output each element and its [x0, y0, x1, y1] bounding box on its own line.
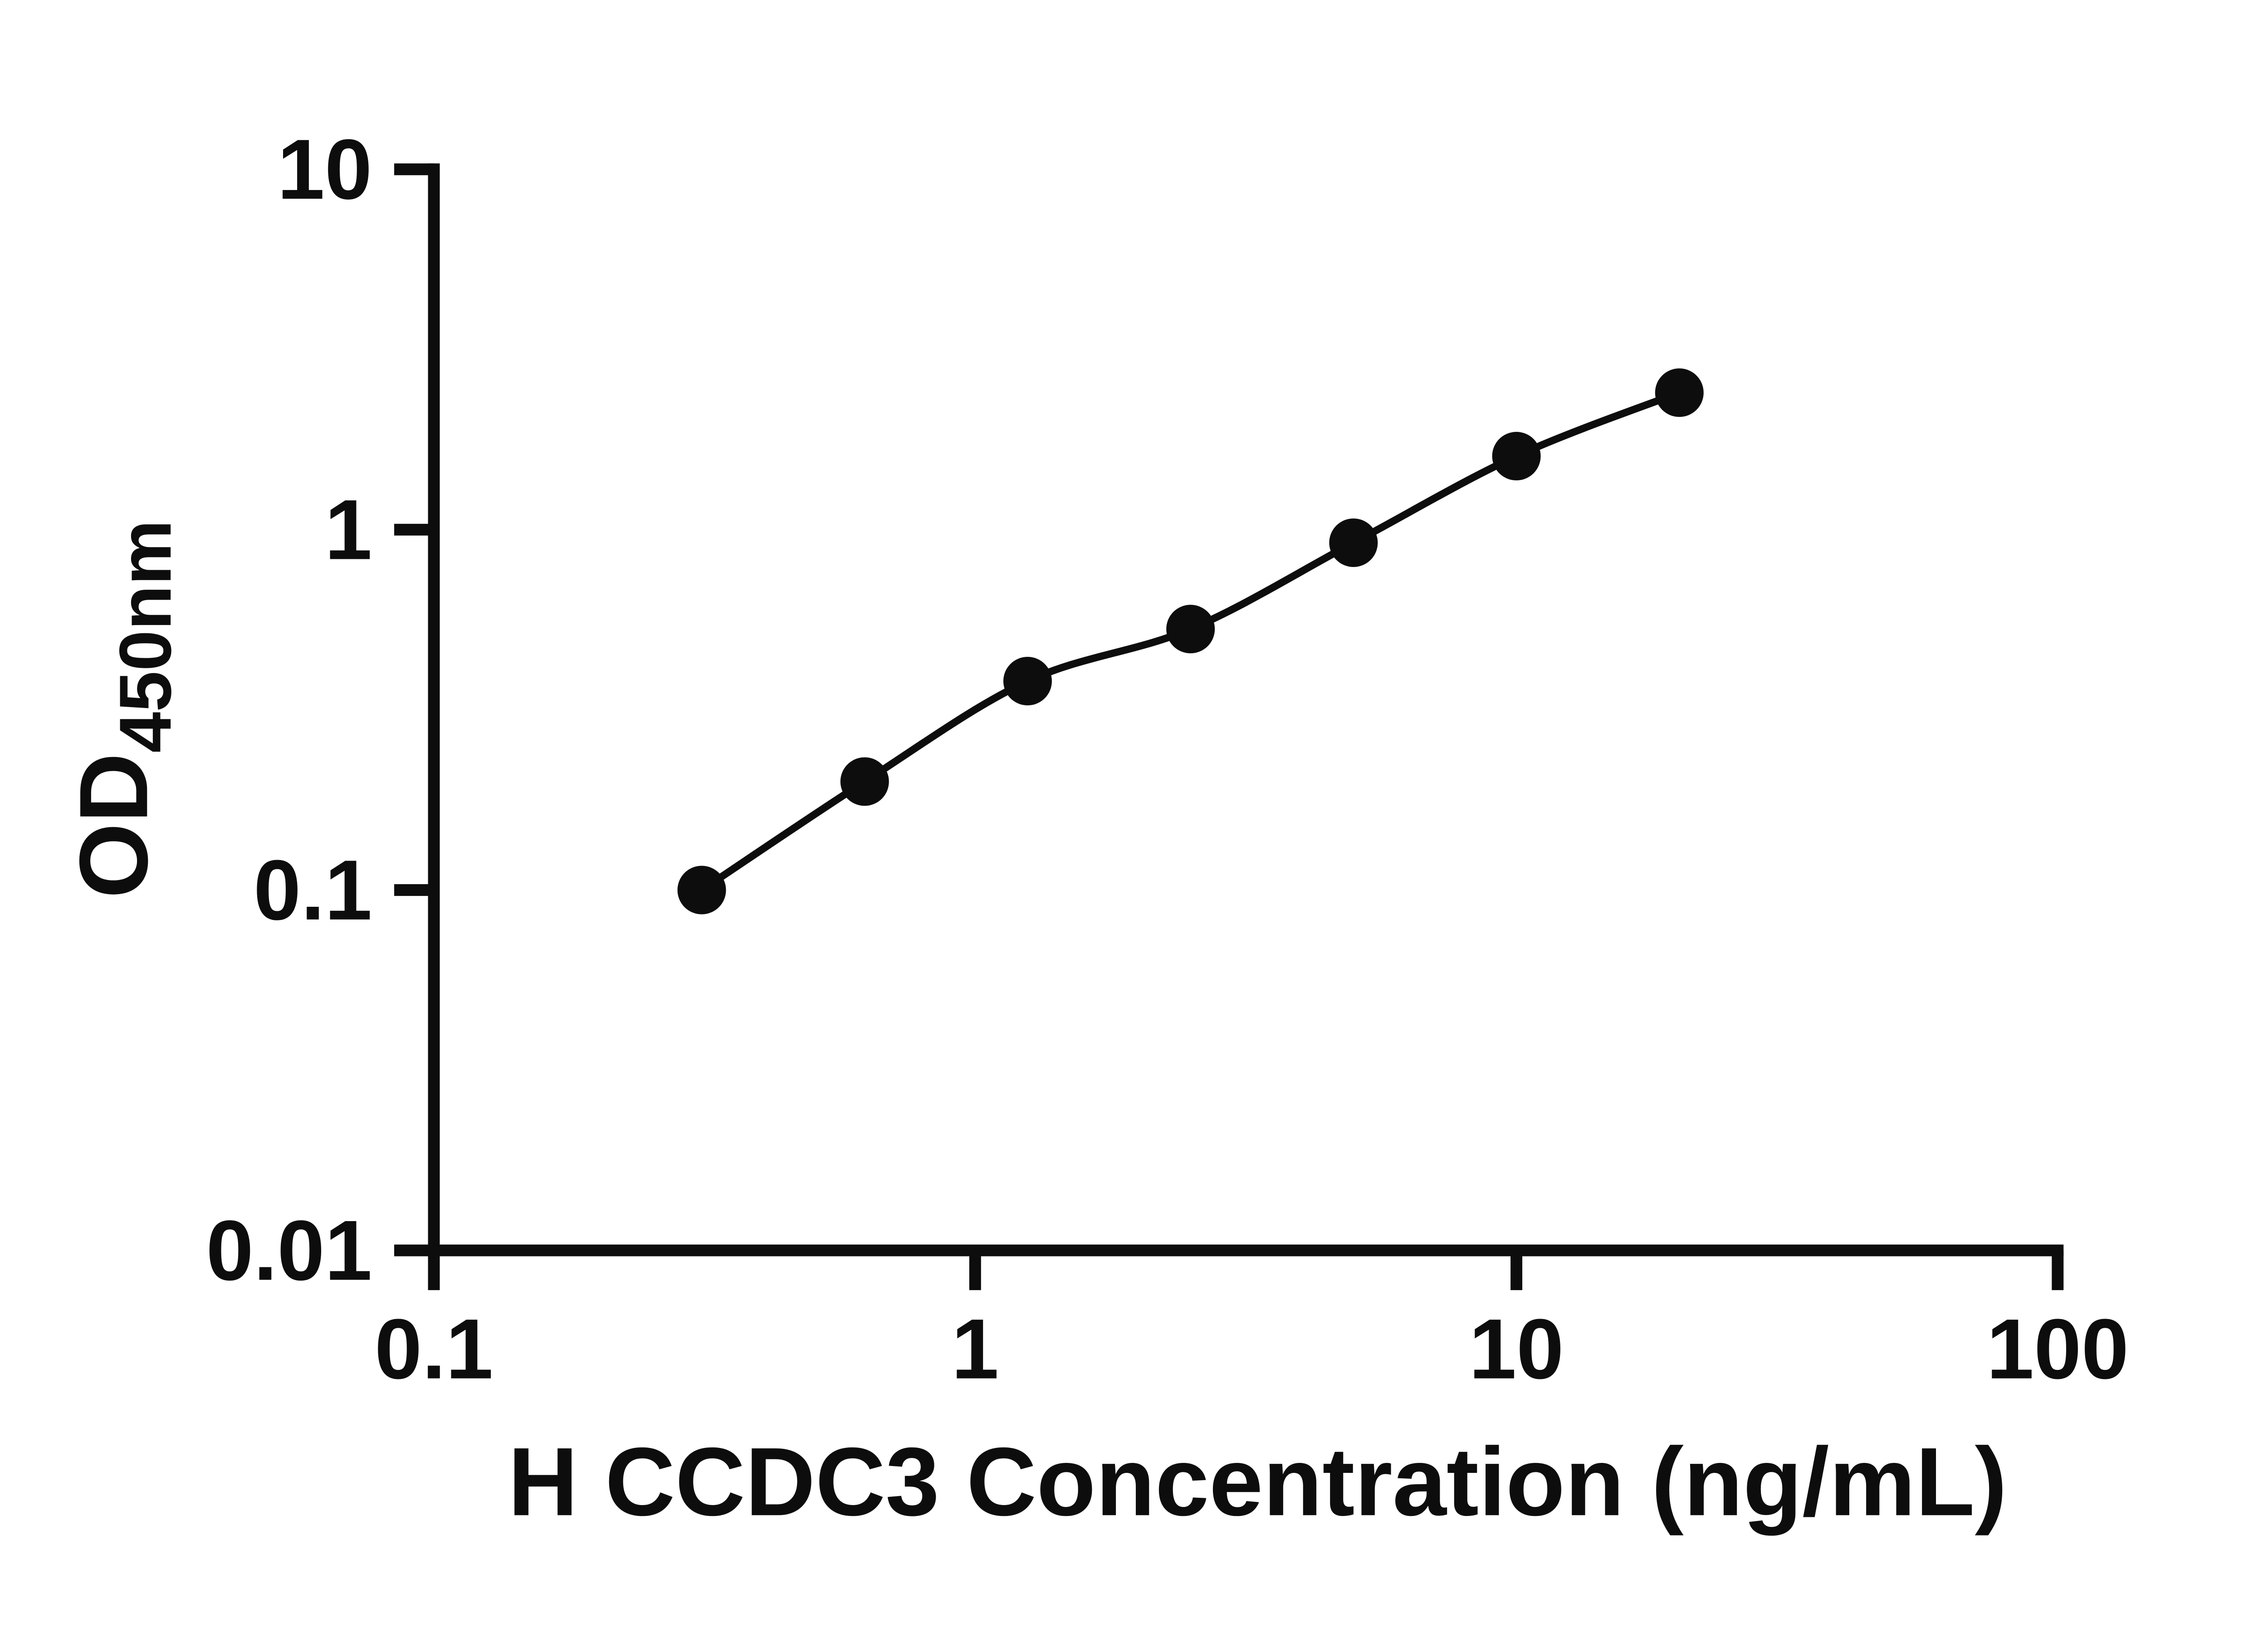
axis-lines [428, 163, 2064, 1257]
y-axis-title: OD450nm [59, 520, 186, 899]
data-point [1492, 432, 1541, 481]
x-tick-label: 0.1 [375, 1301, 493, 1397]
y-tick-label: 0.01 [206, 1203, 372, 1298]
x-tick-label: 1 [952, 1301, 999, 1397]
x-tick-label: 100 [1986, 1301, 2129, 1397]
data-points-group [677, 368, 1704, 914]
data-point [840, 757, 889, 806]
y-axis-title-main: OD [59, 753, 168, 899]
x-tick-label: 10 [1469, 1301, 1564, 1397]
ticks-group [394, 163, 2064, 1291]
x-axis-title: H CCDC3 Concentration (ng/mL) [508, 1428, 2007, 1536]
data-point [677, 865, 726, 914]
data-point [1003, 657, 1052, 706]
y-tick-label: 10 [277, 122, 372, 217]
data-point [1329, 518, 1378, 567]
y-tick-label: 1 [325, 482, 372, 577]
data-point [1655, 368, 1704, 417]
y-axis-title-subscript: 450nm [104, 520, 186, 753]
y-tick-label: 0.1 [254, 842, 372, 938]
data-point [1166, 605, 1215, 654]
axes-group [428, 163, 2064, 1257]
